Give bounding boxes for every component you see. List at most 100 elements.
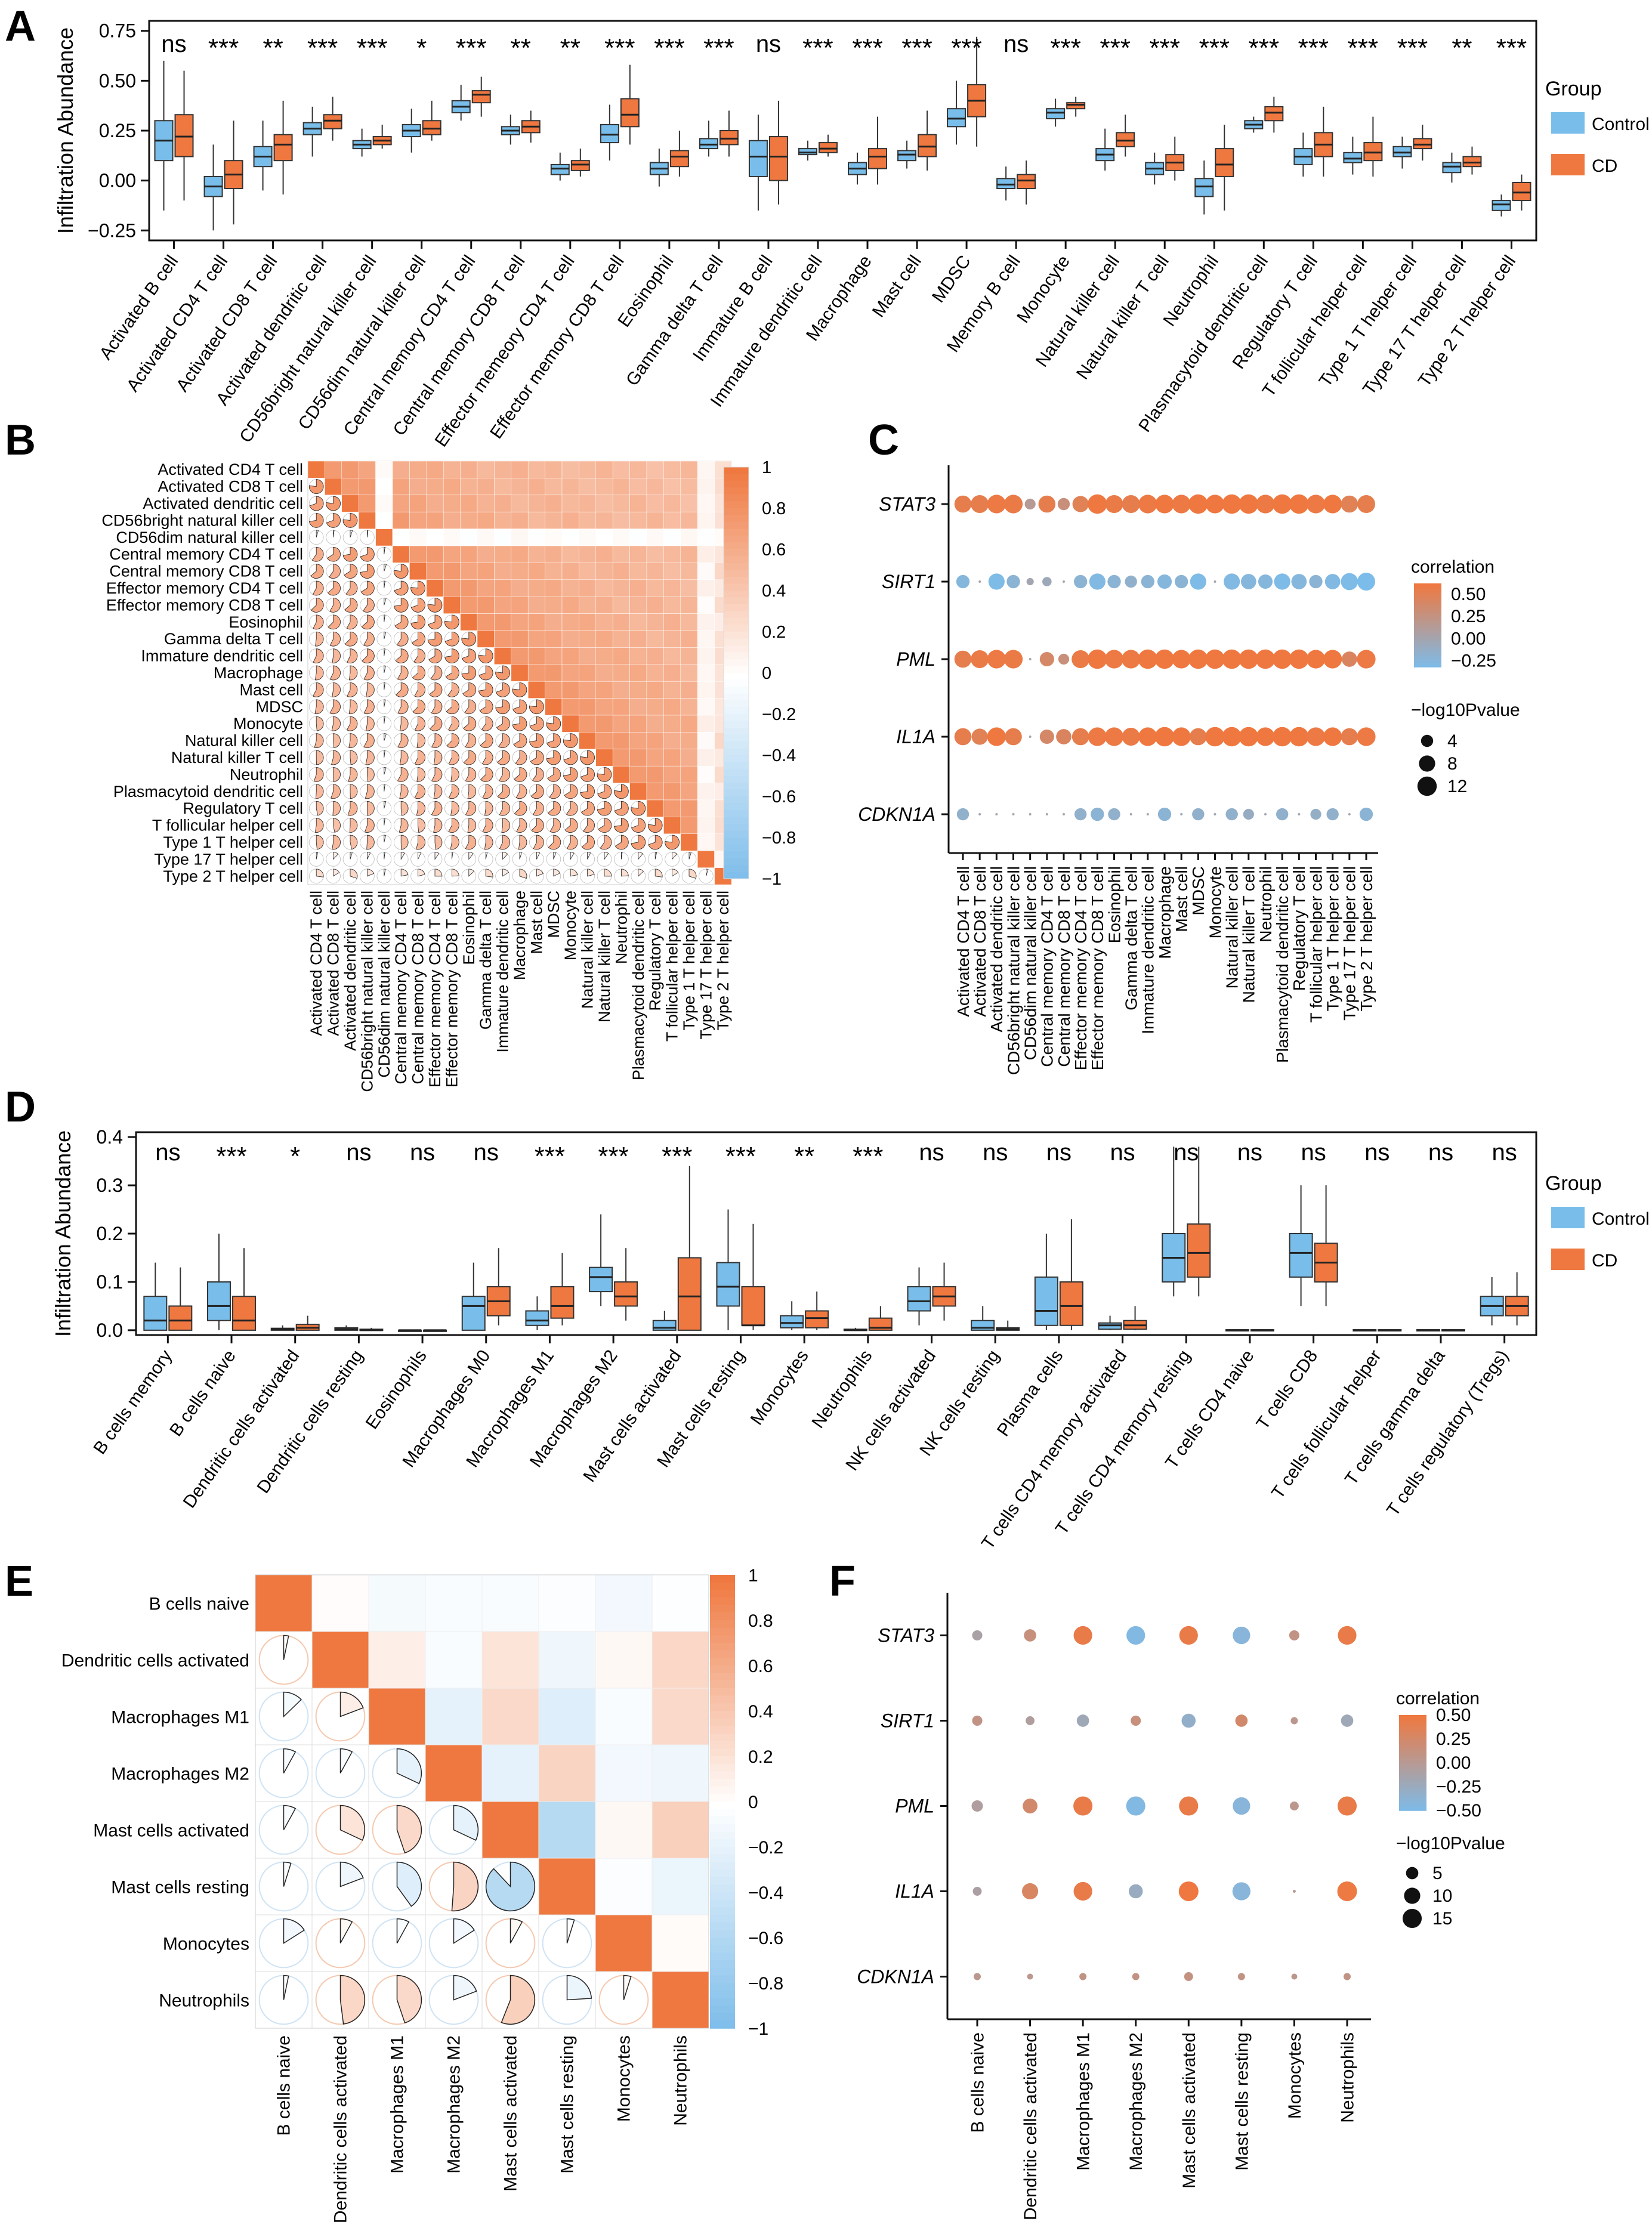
dot-mark	[1256, 727, 1275, 746]
col-label: Dendritic cells activated	[331, 2035, 351, 2223]
pie-slice	[366, 835, 375, 850]
heatmap-cell	[477, 596, 495, 614]
colorbar-step	[710, 1877, 735, 1886]
heatmap-cell	[579, 529, 597, 546]
dot-mark	[1289, 649, 1309, 669]
heatmap-cell	[697, 579, 715, 597]
col-label: T follicular helper cell	[663, 891, 681, 1042]
color-legend-step	[1399, 1727, 1426, 1730]
pie-slice	[453, 1918, 475, 1944]
pie-slice	[512, 699, 527, 715]
heatmap-cell	[561, 495, 579, 512]
color-legend-step	[1399, 1765, 1426, 1768]
heatmap-cell	[595, 749, 613, 767]
pie-slice	[638, 869, 644, 877]
dot-mark	[1205, 495, 1225, 514]
pie-slice	[396, 631, 409, 647]
pie-slice	[410, 614, 425, 630]
dot-mark	[1088, 727, 1107, 746]
y-tick-label: 0.25	[99, 120, 136, 141]
box-cd	[174, 114, 194, 157]
heatmap-cell	[663, 698, 681, 716]
heatmap-cell	[409, 461, 427, 478]
heatmap-cell	[629, 529, 647, 546]
heatmap-cell	[527, 495, 545, 512]
dot-mark	[1074, 808, 1087, 821]
box-control	[1442, 162, 1462, 174]
colorbar-step	[710, 1756, 735, 1765]
pie-slice	[396, 1918, 410, 1943]
pie-slice	[314, 818, 324, 833]
dot-mark	[1310, 808, 1321, 820]
heatmap-cell	[680, 833, 698, 851]
box-cd	[1462, 156, 1482, 168]
heatmap-cell	[612, 596, 630, 614]
pie-slice	[665, 835, 680, 850]
colorbar-step	[710, 1907, 735, 1915]
heatmap-cell	[595, 613, 613, 631]
significance-label: ***	[951, 33, 981, 63]
dot-mark	[1264, 813, 1267, 815]
colorbar-tick-label: −1	[762, 870, 782, 889]
dot-mark	[1157, 574, 1172, 589]
color-legend-step	[1399, 1779, 1426, 1782]
row-label: Activated CD8 T cell	[158, 478, 303, 496]
heatmap-cell	[481, 1801, 539, 1859]
colorbar-tick-label: 0.8	[748, 1611, 773, 1631]
heatmap-cell	[595, 478, 613, 496]
pie-slice	[384, 869, 386, 876]
color-legend-step	[1399, 1736, 1426, 1739]
heatmap-cell	[443, 579, 461, 597]
heatmap-cell	[545, 613, 563, 631]
box-cd	[471, 90, 491, 104]
significance-label: ns	[1428, 1139, 1453, 1166]
pie-slice	[533, 835, 544, 850]
pie-slice	[672, 869, 679, 877]
colorbar-step	[710, 1650, 735, 1659]
color-legend-step	[1414, 654, 1441, 657]
pie-slice	[429, 716, 443, 731]
heatmap-cell	[375, 461, 393, 478]
pie-slice	[413, 648, 425, 663]
significance-label: **	[511, 33, 531, 63]
pie-slice	[283, 1918, 305, 1944]
dot-mark	[1233, 1797, 1250, 1815]
heatmap-cell	[426, 563, 444, 580]
colorbar-step	[724, 851, 749, 859]
size-legend-dot	[1402, 1908, 1422, 1929]
dot-mark	[954, 650, 972, 668]
col-label: Mast cells resting	[558, 2035, 578, 2174]
colorbar-step	[710, 1590, 735, 1598]
y-tick-label: 0.00	[99, 170, 136, 191]
dot-mark	[1237, 1973, 1245, 1980]
legend-f: correlation −log10Pvalue	[1396, 1689, 1505, 1853]
colorbar-step	[724, 741, 749, 749]
heatmap-cell	[545, 495, 563, 512]
heatmap-cell	[663, 596, 681, 614]
row-label: MDSC	[256, 698, 304, 716]
pie-slice	[399, 818, 409, 833]
pie-slice	[467, 784, 477, 799]
pie-slice	[621, 852, 623, 860]
color-legend-step	[1399, 1729, 1426, 1732]
pie-slice	[399, 784, 409, 799]
col-label: Mast cell	[527, 891, 545, 954]
heatmap-cell	[494, 461, 512, 478]
heatmap-cell	[579, 478, 597, 496]
pie-slice	[431, 767, 443, 782]
heatmap-cell	[680, 478, 698, 496]
panel-e-correlation-heatmap: B cells naive B cells naive Dendritic cell…	[61, 1566, 783, 2223]
color-legend-step	[1399, 1715, 1426, 1718]
pie-slice	[397, 699, 409, 715]
heatmap-cell	[680, 529, 698, 546]
heatmap-cell	[561, 681, 579, 699]
dot-mark	[1138, 495, 1157, 514]
heatmap-cell	[595, 545, 613, 563]
colorbar-step	[724, 591, 749, 598]
box-cd	[741, 1286, 765, 1326]
color-legend-step	[1414, 596, 1441, 599]
pie-slice	[464, 699, 477, 715]
pie-slice	[384, 648, 385, 656]
heatmap-cell	[460, 613, 478, 631]
row-label: Monocyte	[233, 715, 303, 733]
